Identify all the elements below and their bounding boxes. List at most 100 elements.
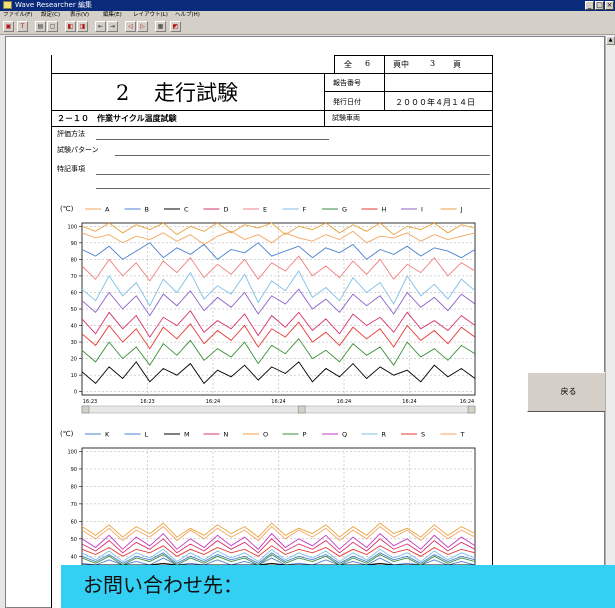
y-tick-label: 50 — [71, 307, 77, 313]
report-no-label: 報告番号 — [333, 79, 361, 87]
series-line-n — [81, 538, 476, 554]
align-left-icon[interactable]: ⇤ — [95, 21, 106, 32]
notes-line — [96, 188, 490, 189]
legend-label-d: D — [224, 206, 229, 214]
scroll-right-icon — [467, 405, 476, 414]
eval-method-label: 評価方法 — [57, 130, 85, 138]
series-line-p — [81, 553, 476, 565]
toolbar: ▣ T ▤ ▢ ◧ ◨ ⇤ ⇥ ◁ ▷ ▦ ◩ — [0, 20, 615, 35]
y-tick-label: 20 — [71, 357, 77, 363]
legend-label-p: P — [303, 431, 307, 439]
series-line-q — [81, 532, 476, 550]
notes-label: 特記事項 — [57, 165, 85, 173]
copy-icon[interactable]: ◧ — [65, 21, 76, 32]
title-bar: Wave Researcher 編集 _ □ × — [0, 0, 615, 11]
menu-layout[interactable]: レイアウト(L) — [133, 12, 168, 18]
legend-label-l: L — [145, 431, 149, 439]
y-tick-label: 0 — [74, 390, 77, 396]
pattern-line — [115, 155, 490, 156]
y-tick-label: 100 — [67, 449, 77, 455]
series-line-d — [81, 309, 476, 338]
maximize-button[interactable]: □ — [595, 1, 604, 10]
rule — [384, 55, 385, 110]
y-tick-label: 40 — [71, 554, 77, 560]
window-title: Wave Researcher 編集 — [15, 1, 92, 9]
menu-edit[interactable]: 編集(E) — [103, 12, 122, 18]
y-tick-label: 90 — [71, 241, 77, 247]
rule — [52, 73, 492, 74]
legend-label-f: F — [303, 206, 307, 214]
vehicle-label: 試験車両 — [332, 114, 360, 122]
color-icon[interactable]: ◩ — [170, 21, 181, 32]
title-number: 2 — [116, 81, 130, 105]
minimize-button[interactable]: _ — [585, 1, 594, 10]
legend-label-n: N — [224, 431, 229, 439]
y-tick-label: 60 — [71, 519, 77, 525]
series-line-a — [81, 230, 476, 246]
paste-icon[interactable]: ◨ — [77, 21, 88, 32]
legend-label-q: Q — [342, 431, 347, 439]
y-tick-label: 70 — [71, 274, 77, 280]
y-tick-label: 50 — [71, 537, 77, 543]
next-icon[interactable]: ▷ — [137, 21, 148, 32]
notes-line — [96, 174, 490, 175]
eval-method-line — [96, 139, 329, 140]
x-tick-label: 16:24 — [206, 399, 220, 405]
legend-label-t: T — [460, 431, 465, 439]
x-tick-label: 16:24 — [271, 399, 285, 405]
series-line-c — [81, 361, 476, 385]
unit-label: (℃) — [60, 205, 74, 213]
x-tick-label: 16:24 — [460, 399, 474, 405]
back-button[interactable]: 戻る — [527, 372, 610, 412]
legend-label-c: C — [184, 206, 189, 214]
pattern-label: 試験パターン — [57, 146, 99, 154]
y-tick-label: 60 — [71, 290, 77, 296]
contact-banner: お問い合わせ先： — [61, 565, 615, 608]
x-tick-label: 16:23 — [140, 399, 154, 405]
legend-label-h: H — [382, 206, 387, 214]
print-icon[interactable]: ▤ — [35, 21, 46, 32]
save-icon[interactable]: ▣ — [3, 21, 14, 32]
legend-label-g: G — [342, 206, 347, 214]
menu-view[interactable]: 表示(V) — [70, 12, 90, 18]
menu-help[interactable]: ヘルプ(H) — [175, 12, 200, 18]
y-tick-label: 70 — [71, 502, 77, 508]
preview-icon[interactable]: ▢ — [47, 21, 58, 32]
page-unit: 頁 — [453, 60, 461, 69]
issue-date-label: 発行日付 — [333, 98, 361, 106]
legend-label-b: B — [145, 206, 149, 214]
close-button[interactable]: × — [605, 1, 614, 10]
rule — [324, 91, 492, 92]
series-line-f — [81, 270, 476, 307]
x-tick-label: 16:23 — [83, 399, 97, 405]
vertical-scrollbar[interactable]: ▲ — [605, 36, 615, 608]
x-tick-label: 16:24 — [337, 399, 351, 405]
page-unit-of: 頁中 — [393, 60, 409, 69]
text-icon[interactable]: T — [17, 21, 28, 32]
menu-settings[interactable]: 設定(C) — [41, 12, 61, 18]
prev-icon[interactable]: ◁ — [125, 21, 136, 32]
issue-date-value: ２０００年４月１４日 — [395, 98, 475, 107]
legend-label-k: K — [105, 431, 110, 439]
y-tick-label: 10 — [71, 373, 77, 379]
page-total-label: 全 — [344, 60, 352, 69]
series-line-b — [81, 242, 476, 261]
series-line-m — [82, 562, 475, 565]
menu-file[interactable]: ファイル(F) — [3, 12, 33, 18]
align-right-icon[interactable]: ⇥ — [107, 21, 118, 32]
app-icon — [3, 1, 12, 9]
series-line-j — [81, 222, 476, 236]
y-tick-label: 100 — [67, 224, 77, 230]
rule — [52, 110, 492, 111]
temperature-chart-bottom: (℃) K L M N O P Q R S T 100 90 80 70 60 50 40 — [60, 426, 480, 565]
series-line-s — [81, 545, 476, 557]
scroll-up-icon[interactable]: ▲ — [606, 36, 615, 45]
menu-bar: ファイル(F) 設定(C) 表示(V) 編集(E) レイアウト(L) ヘルプ(H… — [0, 11, 615, 20]
legend-label-i: I — [421, 206, 423, 214]
legend-label-r: R — [382, 431, 387, 439]
page-title: 走行試験 — [154, 81, 238, 105]
x-tick-label: 16:24 — [402, 399, 416, 405]
zoom-icon[interactable]: ▦ — [155, 21, 166, 32]
rule — [52, 126, 492, 127]
page-total: 6 — [365, 59, 371, 68]
